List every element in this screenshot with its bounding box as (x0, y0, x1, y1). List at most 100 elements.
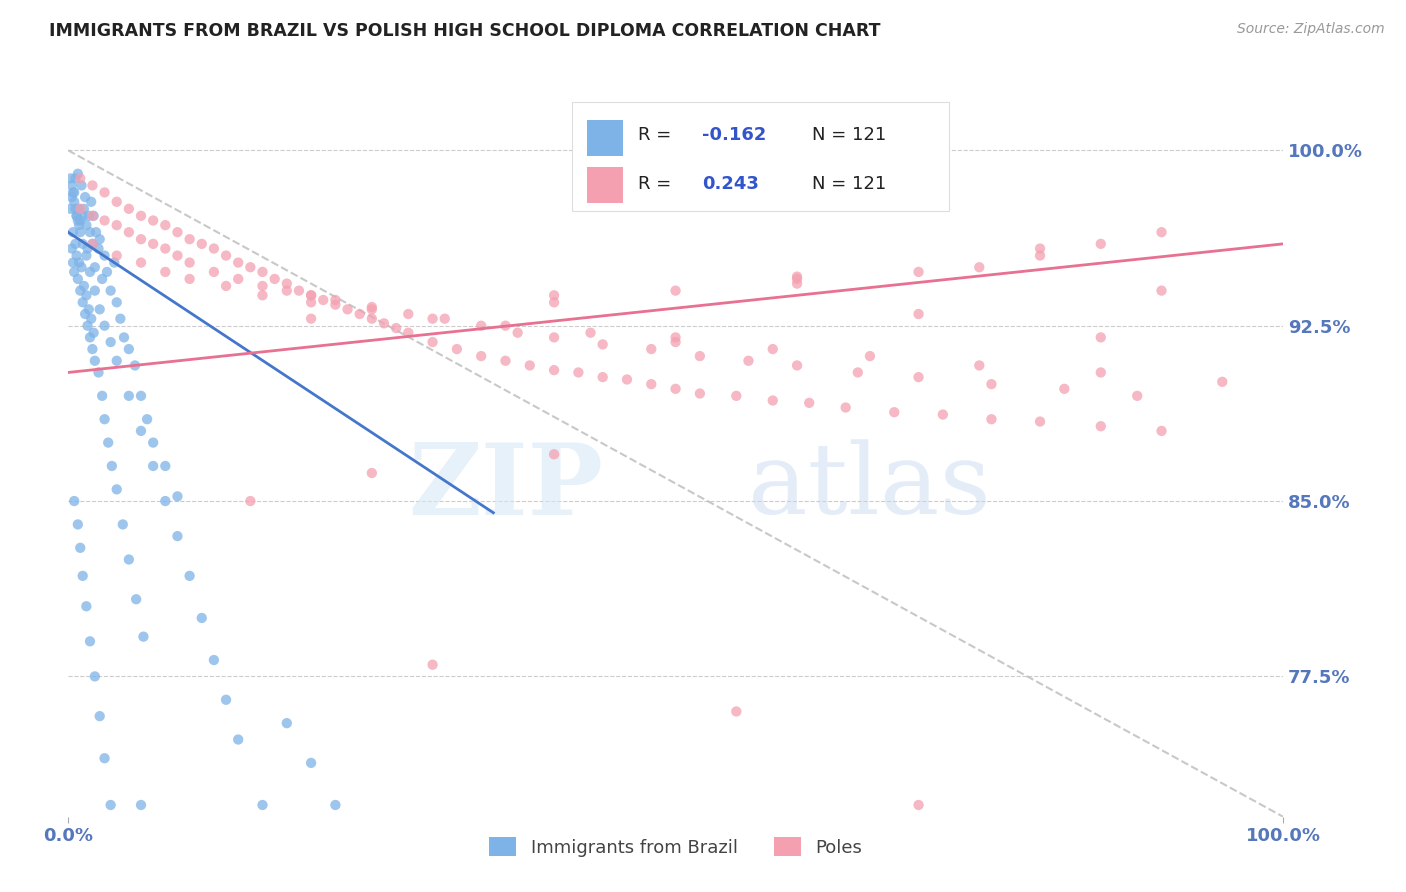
Point (1090, 366, 1112, 380)
Point (349, 307, 371, 321)
Point (65, 249, 87, 263)
Point (79, 265, 101, 279)
Point (373, 317, 395, 331)
Point (252, 279, 274, 293)
Point (579, 326, 602, 340)
Point (506, 326, 529, 340)
Point (129, 232, 152, 246)
Point (62, 186, 84, 200)
Point (91, 272, 114, 286)
Point (190, 236, 212, 251)
Point (1029, 242, 1052, 256)
Point (422, 334, 444, 349)
Point (325, 797, 347, 812)
Point (129, 797, 152, 812)
Point (786, 277, 808, 291)
Point (422, 657, 444, 672)
Point (129, 255, 152, 269)
Point (907, 797, 929, 812)
Point (226, 272, 249, 286)
Point (83, 669, 105, 683)
Point (980, 377, 1002, 392)
Point (118, 225, 141, 239)
Point (67, 202, 90, 216)
Point (75, 307, 97, 321)
Point (93, 751, 115, 765)
Point (93, 249, 115, 263)
Point (63, 494, 86, 508)
Point (82, 178, 104, 193)
Point (83, 260, 105, 275)
Point (63, 186, 86, 200)
Point (312, 293, 335, 307)
Point (105, 194, 128, 209)
Point (299, 288, 322, 302)
Point (543, 330, 565, 344)
Point (519, 359, 541, 373)
Point (62, 255, 84, 269)
Point (786, 272, 808, 286)
Point (142, 435, 165, 450)
Point (105, 249, 128, 263)
Point (360, 300, 382, 314)
Point (101, 458, 124, 473)
Point (79, 330, 101, 344)
Point (105, 353, 128, 368)
Point (336, 302, 359, 317)
Point (276, 716, 298, 731)
Point (79, 634, 101, 648)
Text: atlas: atlas (748, 440, 991, 535)
Point (762, 393, 785, 408)
Point (155, 242, 177, 256)
Point (83, 326, 105, 340)
Point (1090, 236, 1112, 251)
Point (142, 213, 165, 227)
Point (325, 298, 347, 312)
Point (299, 288, 322, 302)
Text: R =: R = (638, 176, 676, 194)
Point (325, 293, 347, 307)
Point (110, 311, 132, 326)
Point (786, 359, 808, 373)
Point (155, 218, 177, 232)
Point (226, 255, 249, 269)
Point (1029, 415, 1052, 429)
Point (124, 359, 146, 373)
Point (980, 412, 1002, 426)
Point (1150, 225, 1173, 239)
Point (66, 167, 89, 181)
Point (179, 272, 201, 286)
Point (62, 225, 84, 239)
Point (103, 255, 125, 269)
Point (72, 295, 94, 310)
Point (360, 302, 382, 317)
Point (299, 756, 322, 770)
Point (859, 349, 882, 363)
Point (166, 225, 188, 239)
Point (93, 186, 115, 200)
Point (385, 321, 408, 335)
Point (67, 255, 90, 269)
Point (75, 218, 97, 232)
Point (76, 318, 98, 333)
Point (239, 260, 262, 275)
Point (118, 202, 141, 216)
Point (470, 349, 492, 363)
Point (60, 190, 83, 204)
Point (799, 396, 821, 410)
Point (129, 209, 152, 223)
Point (252, 797, 274, 812)
Point (664, 382, 686, 396)
Point (543, 288, 565, 302)
Point (263, 272, 285, 286)
Point (907, 307, 929, 321)
Point (907, 370, 929, 384)
Point (93, 213, 115, 227)
Point (155, 494, 177, 508)
Text: N = 121: N = 121 (811, 176, 886, 194)
Point (276, 284, 298, 298)
Point (59, 171, 82, 186)
Point (725, 389, 748, 403)
Point (215, 249, 238, 263)
Point (72, 209, 94, 223)
